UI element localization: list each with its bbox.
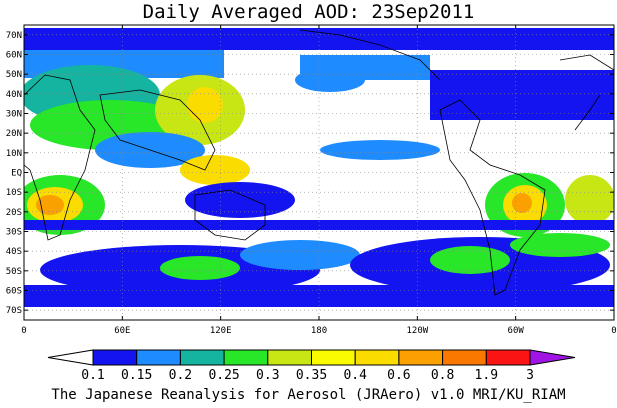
colorbar-label: 0.35: [296, 368, 327, 383]
colorbar-swatch: [442, 349, 487, 366]
lon-tick-label: 0: [611, 326, 616, 336]
lat-tick-label: 40N: [6, 90, 22, 100]
lat-tick-label: 60S: [6, 287, 22, 297]
coastlines: [24, 29, 614, 296]
lat-tick-label: 20S: [6, 208, 22, 218]
lat-tick-label: 30S: [6, 228, 22, 238]
lat-tick-label: 10S: [6, 188, 22, 198]
lon-tick-label: 120W: [406, 326, 428, 336]
colorbar-high-arrow: [529, 349, 576, 366]
colorbar-swatch: [92, 349, 138, 366]
colorbar-swatch: [398, 349, 444, 366]
latitude-axis: 70N 60N 50N 40N 30N 20N 10N EQ 10S 20S 30S 40S 50S 60…: [6, 31, 614, 316]
lat-tick-label: 60N: [6, 51, 22, 61]
colorbar-label: 0.3: [256, 368, 279, 383]
colorbar-swatch: [311, 349, 356, 366]
colorbar-label: 0.25: [208, 368, 239, 383]
lon-tick-label: 60E: [114, 326, 130, 336]
lat-tick-label: 70N: [6, 31, 22, 41]
lat-tick-label: 50S: [6, 267, 22, 277]
colorbar-swatch: [485, 349, 531, 366]
colorbar-label: 0.1: [81, 368, 104, 383]
colorbar-label: 0.4: [343, 368, 367, 383]
lat-tick-label: 50N: [6, 70, 22, 80]
colorbar-label: 0.6: [387, 368, 410, 383]
lat-tick-label: EQ: [11, 169, 22, 179]
lon-tick-label: 180: [311, 326, 327, 336]
footer-credit: The Japanese Reanalysis for Aerosol (JRA…: [51, 387, 566, 403]
colorbar-label: 3: [526, 368, 534, 383]
colorbar-label: 0.8: [431, 368, 454, 383]
lat-tick-label: 20N: [6, 129, 22, 139]
colorbar-swatch: [223, 349, 269, 366]
lat-tick-label: 30N: [6, 110, 22, 120]
lon-tick-label: 60W: [508, 326, 525, 336]
colorbar-swatch: [136, 349, 181, 366]
colorbar-label: 0.2: [169, 368, 192, 383]
colorbar-swatch: [179, 349, 225, 366]
lat-tick-label: 70S: [6, 306, 22, 316]
colorbar-low-arrow: [47, 349, 94, 366]
lon-tick-label: 0: [21, 326, 26, 336]
colorbar-label: 0.15: [121, 368, 152, 383]
colorbar: 0.1 0.15 0.2 0.25 0.3 0.35 0.4 0.6 0.8 1.9 3: [47, 349, 576, 383]
lon-tick-label: 120E: [210, 326, 232, 336]
lat-tick-label: 40S: [6, 247, 22, 257]
lat-tick-label: 10N: [6, 149, 22, 159]
chart-title: Daily Averaged AOD: 23Sep2011: [142, 1, 475, 23]
colorbar-swatch: [354, 349, 400, 366]
colorbar-swatch: [267, 349, 312, 366]
colorbar-label: 1.9: [475, 368, 498, 383]
longitude-axis: 0 60E 120E 180 120W 60W 0: [21, 25, 617, 336]
